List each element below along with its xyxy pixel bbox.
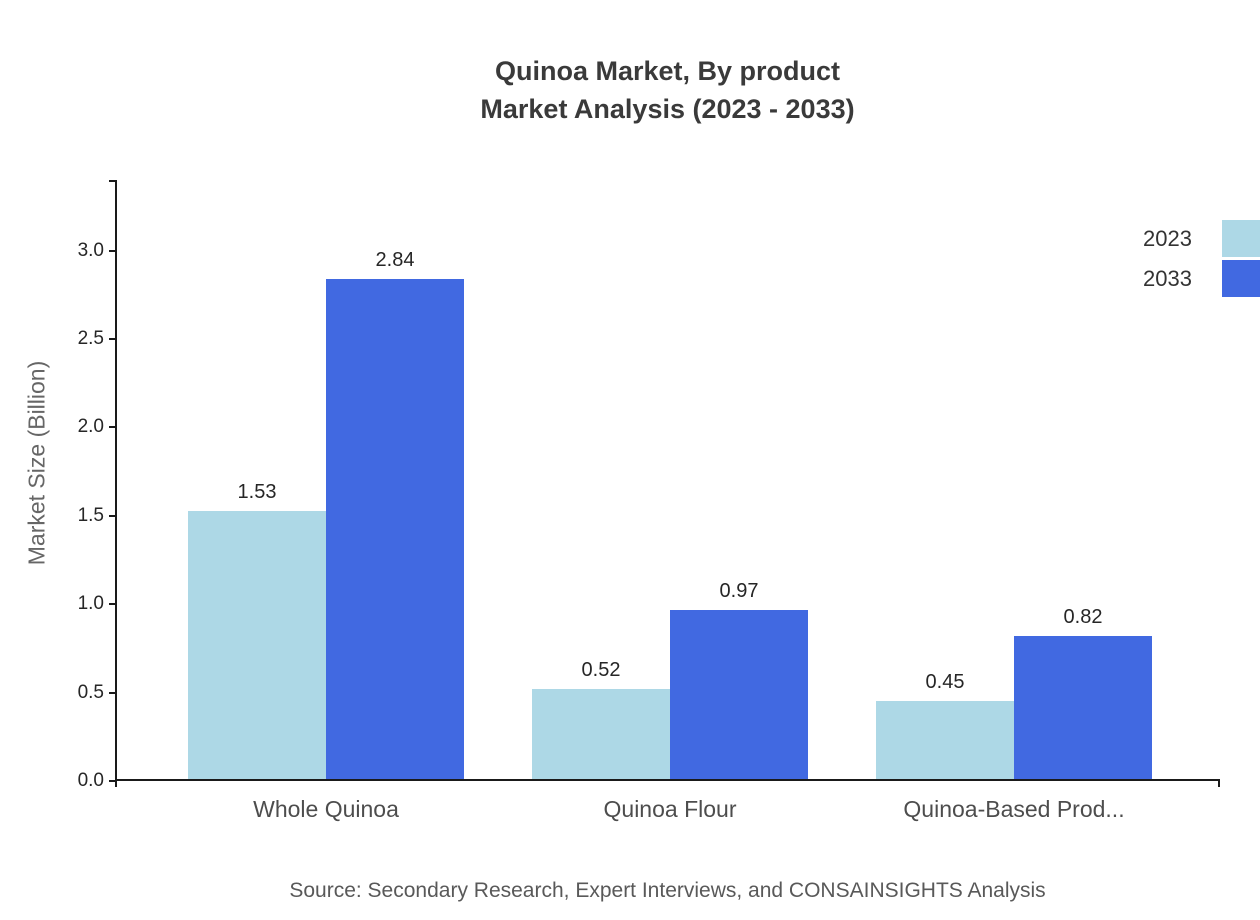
y-tick-label: 1.5 — [77, 504, 104, 526]
y-tick-label: 3.0 — [77, 239, 104, 261]
y-tick-label: 1.0 — [77, 593, 104, 615]
y-tick-label: 2.0 — [77, 416, 104, 438]
legend-label: 2023 — [1143, 225, 1192, 251]
x-axis-category-label: Whole Quinoa — [253, 796, 399, 822]
bar-value-label: 0.52 — [581, 659, 621, 682]
legend-item-2033: 2033 — [1143, 260, 1260, 297]
bar-2033 — [326, 279, 464, 781]
x-axis-left-cap — [115, 779, 117, 787]
y-tick-mark — [109, 780, 115, 782]
plot-area: 0.0 0.5 1.0 1.5 2.0 2.5 3.0 1.53 2.84 Whole Quino… — [78, 180, 1220, 822]
legend-item-2023: 2023 — [1143, 220, 1260, 257]
legend-swatch — [1222, 220, 1260, 257]
bar-value-label: 0.45 — [925, 671, 965, 694]
bar-2023 — [532, 689, 670, 781]
bar-value-label: 0.97 — [719, 579, 759, 602]
bar-group-3: 0.45 0.82 Quinoa-Based Prod... — [876, 180, 1152, 822]
bar-group-1: 1.53 2.84 Whole Quinoa — [188, 180, 464, 822]
bar-column-2023: 0.45 — [876, 180, 1014, 781]
y-axis-top-cap — [109, 180, 117, 182]
chart-title-block: Quinoa Market, By product Market Analysi… — [115, 52, 1220, 128]
bar-value-label: 0.82 — [1063, 606, 1103, 629]
source-note: Source: Secondary Research, Expert Inter… — [289, 879, 1046, 902]
bar-2023 — [876, 701, 1014, 781]
y-axis-line — [115, 180, 117, 781]
chart-title: Quinoa Market, By product — [494, 56, 841, 86]
y-tick-mark — [109, 514, 115, 517]
x-axis-line — [115, 779, 1220, 781]
bar-2033 — [1014, 636, 1152, 781]
chart-subtitle: Market Analysis (2023 - 2033) — [480, 94, 855, 124]
x-axis-category-label: Quinoa-Based Prod... — [903, 796, 1125, 822]
bar-2023 — [188, 510, 326, 781]
bar-2033 — [670, 609, 808, 781]
y-tick-mark — [109, 691, 115, 694]
bar-column-2033: 0.97 — [670, 180, 808, 781]
y-tick-mark — [109, 426, 115, 429]
bar-column-2023: 1.53 — [188, 180, 326, 781]
y-tick-label: 0.0 — [77, 770, 104, 791]
bar-value-label: 2.84 — [375, 249, 415, 271]
bar-group-2: 0.52 0.97 Quinoa Flour — [532, 180, 808, 822]
y-tick-label: 2.5 — [77, 328, 104, 350]
y-tick-mark — [109, 603, 115, 606]
x-axis-right-cap — [1218, 779, 1220, 787]
legend-swatch — [1222, 260, 1260, 297]
bar-column-2033: 2.84 — [326, 180, 464, 781]
bar-column-2033: 0.82 — [1014, 180, 1152, 781]
x-axis-category-label: Quinoa Flour — [603, 796, 737, 822]
y-tick-mark — [109, 338, 115, 341]
y-tick-mark — [109, 249, 115, 252]
y-tick-label: 0.5 — [77, 681, 104, 703]
legend-label: 2033 — [1143, 265, 1192, 291]
y-axis-label: Market Size (Billion) — [23, 360, 50, 566]
bar-value-label: 1.53 — [237, 480, 277, 503]
bar-column-2023: 0.52 — [532, 180, 670, 781]
legend: 2023 2033 — [1143, 220, 1260, 297]
